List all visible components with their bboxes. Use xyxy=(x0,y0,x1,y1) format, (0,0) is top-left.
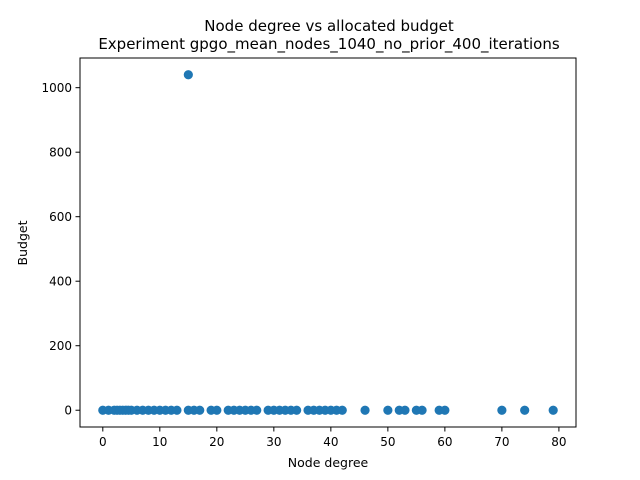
y-tick-label: 400 xyxy=(49,275,72,289)
scatter-point xyxy=(548,405,558,415)
y-axis-label: Budget xyxy=(15,220,30,265)
y-tick-label: 0 xyxy=(64,404,72,418)
axes-frame xyxy=(79,57,577,428)
x-tick-label: 80 xyxy=(551,435,566,449)
scatter-point xyxy=(497,405,507,415)
x-tick-label: 20 xyxy=(209,435,224,449)
scatter-point xyxy=(417,405,427,415)
plot-area xyxy=(79,57,577,428)
scatter-point xyxy=(172,405,182,415)
scatter-point xyxy=(212,405,222,415)
scatter-point xyxy=(183,70,193,80)
x-tick-label: 50 xyxy=(380,435,395,449)
x-tick-label: 70 xyxy=(494,435,509,449)
x-tick-label: 40 xyxy=(323,435,338,449)
y-tick-label: 200 xyxy=(49,339,72,353)
scatter-point xyxy=(252,405,262,415)
y-axis-ticks: 0 200 400 600 800 1000 xyxy=(41,81,80,418)
y-tick-label: 800 xyxy=(49,146,72,160)
scatter-point xyxy=(360,405,370,415)
y-tick-label: 1000 xyxy=(41,81,72,95)
x-tick-label: 10 xyxy=(152,435,167,449)
x-tick-label: 30 xyxy=(266,435,281,449)
scatter-point xyxy=(383,405,393,415)
chart-title-line-1: Node degree vs allocated budget xyxy=(204,17,454,35)
chart-title-line-2: Experiment gpgo_mean_nodes_1040_no_prior… xyxy=(98,35,560,54)
scatter-point xyxy=(337,405,347,415)
scatter-point xyxy=(520,405,530,415)
x-axis-ticks: 0 10 20 30 40 50 60 70 80 xyxy=(99,427,567,449)
scatter-point xyxy=(195,405,205,415)
scatter-point xyxy=(292,405,302,415)
x-tick-label: 0 xyxy=(99,435,107,449)
x-axis-label: Node degree xyxy=(288,455,369,470)
scatter-point xyxy=(440,405,450,415)
x-tick-label: 60 xyxy=(437,435,452,449)
scatter-point xyxy=(400,405,410,415)
scatter-points xyxy=(98,70,558,415)
y-tick-label: 600 xyxy=(49,210,72,224)
